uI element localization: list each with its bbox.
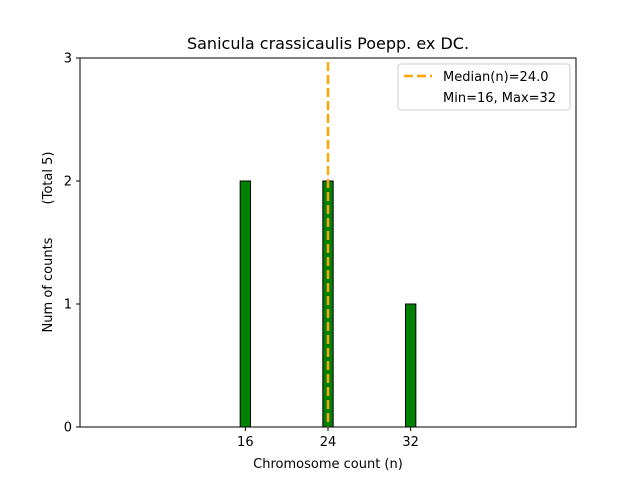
legend: Median(n)=24.0 Min=16, Max=32 bbox=[397, 63, 571, 111]
chart-title: Sanicula crassicaulis Poepp. ex DC. bbox=[187, 34, 469, 53]
legend-entry-median: Median(n)=24.0 bbox=[443, 70, 549, 85]
x-axis-ticks: 16 24 32 bbox=[237, 427, 419, 450]
y-tick-label: 3 bbox=[64, 52, 72, 67]
y-axis-label: Num of counts bbox=[41, 237, 56, 332]
legend-entry-range: Min=16, Max=32 bbox=[443, 91, 556, 106]
y-tick-label: 0 bbox=[64, 421, 72, 436]
x-tick-label: 16 bbox=[237, 435, 254, 450]
plot-frame bbox=[79, 57, 577, 428]
y-tick-label: 2 bbox=[64, 175, 72, 190]
y-tick-label: 1 bbox=[64, 298, 72, 313]
x-tick-label: 24 bbox=[320, 435, 337, 450]
x-tick-label: 32 bbox=[402, 435, 419, 450]
bar bbox=[405, 303, 417, 428]
x-axis-label: Chromosome count (n) bbox=[253, 457, 403, 472]
legend-box bbox=[397, 63, 571, 111]
bar bbox=[239, 180, 252, 428]
y-axis-ticks: 0 1 2 3 bbox=[64, 52, 80, 436]
y-axis-total-note: (Total 5) bbox=[41, 152, 56, 205]
